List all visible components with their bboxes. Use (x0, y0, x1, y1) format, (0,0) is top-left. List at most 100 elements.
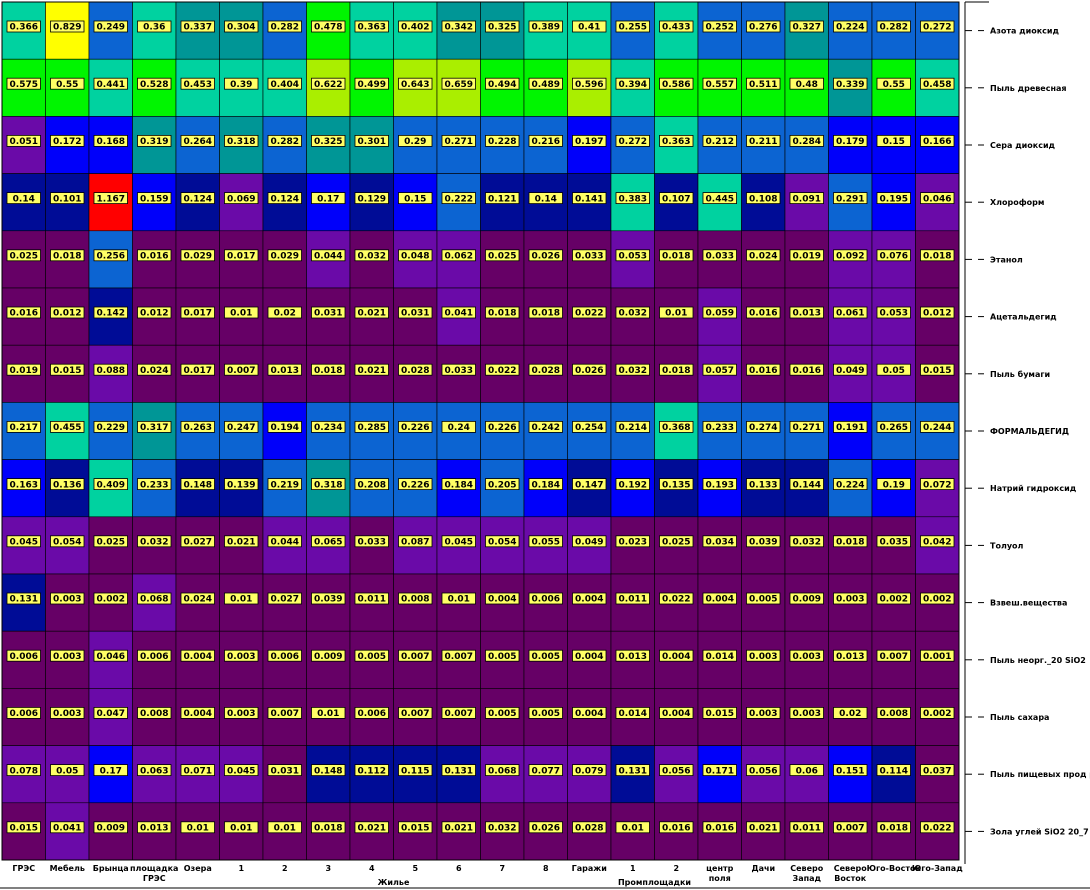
cell-value-box (224, 707, 259, 719)
cell-value-box (267, 821, 302, 834)
cell-value-label: 0.006 (140, 652, 168, 662)
cell-value-box (789, 192, 824, 205)
cell-value-label: 0.018 (53, 252, 81, 262)
cell-value-box (702, 764, 737, 776)
column-tick-label: 3 (325, 864, 331, 873)
cell-value-box (137, 306, 172, 319)
cell-value-label: 0.004 (575, 595, 603, 605)
cell-value-label: 0.511 (749, 80, 777, 90)
cell-value-box (441, 821, 476, 834)
cell-value-label: 0.056 (662, 766, 690, 776)
cell-value-label: 0.142 (97, 309, 125, 319)
cell-value-box (354, 192, 389, 205)
cell-value-box (702, 306, 737, 319)
cell-value-box (833, 306, 868, 319)
cell-value-box (528, 592, 563, 605)
cell-value-label: 0.478 (314, 23, 342, 33)
cell-value-box (572, 77, 607, 90)
cell-value-box (485, 306, 520, 319)
cell-value-label: 0.317 (140, 423, 168, 433)
cell-value-box (6, 707, 41, 719)
cell-value-label: 0.318 (227, 137, 255, 147)
cell-value-box (833, 363, 868, 376)
cell-value-label: 0.087 (401, 538, 429, 548)
cell-value-label: 0.014 (706, 652, 734, 662)
cell-value-label: 0.044 (271, 538, 299, 548)
cell-value-box (876, 192, 911, 205)
cell-value-box (311, 249, 346, 262)
cell-value-label: 0.159 (140, 194, 168, 204)
cell-value-box (833, 592, 868, 605)
cell-value-box (441, 134, 476, 147)
cell-value-label: 0.032 (140, 538, 168, 548)
cell-value-box (137, 192, 172, 205)
cell-value-label: 0.211 (749, 137, 777, 147)
cell-value-box (746, 592, 781, 605)
cell-value-box (50, 592, 85, 605)
row-tick-label: Ацетальдегид (990, 313, 1057, 322)
cell-value-label: 0.045 (227, 766, 255, 776)
cell-value-box (180, 420, 215, 433)
cell-value-box (398, 707, 433, 719)
cell-value-box (6, 363, 41, 376)
row-tick-label: Пыль древесная (990, 84, 1067, 93)
cell-value-box (180, 134, 215, 147)
cell-value-box (789, 134, 824, 147)
cell-value-label: 0.107 (662, 194, 690, 204)
cell-value-label: 0.004 (575, 652, 603, 662)
cell-value-label: 0.033 (445, 366, 473, 376)
cell-value-box (615, 707, 650, 719)
cell-value-box (920, 77, 955, 90)
cell-value-label: 0.027 (184, 538, 212, 548)
cell-value-label: 0.121 (488, 194, 516, 204)
cell-value-label: 0.234 (314, 423, 342, 433)
cell-value-box (93, 249, 128, 262)
cell-value-box (50, 134, 85, 147)
cell-value-box (572, 821, 607, 834)
cell-value-label: 0.208 (358, 480, 386, 490)
cell-value-label: 0.055 (532, 538, 560, 548)
cell-value-label: 0.005 (532, 709, 560, 719)
cell-value-box (572, 134, 607, 147)
cell-value-box (920, 420, 955, 433)
cell-value-box (137, 249, 172, 262)
cell-value-box (224, 592, 259, 605)
column-tick-label: поля (709, 874, 731, 883)
cell-value-label: 0.14 (535, 194, 557, 204)
cell-value-box (441, 249, 476, 262)
cell-value-label: 0.056 (749, 766, 777, 776)
cell-value-box (876, 306, 911, 319)
cell-value-label: 0.034 (706, 538, 734, 548)
cell-value-label: 0.024 (140, 366, 168, 376)
column-tick-label: Северо (834, 864, 868, 873)
cell-value-label: 0.147 (575, 480, 603, 490)
cell-value-label: 0.124 (271, 194, 299, 204)
cell-value-box (180, 535, 215, 548)
cell-value-box (572, 707, 607, 719)
column-tick-label: 8 (543, 864, 549, 873)
cell-value-label: 0.252 (706, 23, 734, 33)
cell-value-box (485, 77, 520, 90)
cell-value-label: 0.045 (10, 538, 38, 548)
cell-value-label: 0.271 (793, 423, 821, 433)
cell-value-label: 0.214 (619, 423, 647, 433)
cell-value-label: 0.622 (314, 80, 342, 90)
cell-value-label: 0.018 (880, 824, 908, 834)
cell-value-box (485, 363, 520, 376)
cell-value-label: 0.021 (227, 538, 255, 548)
cell-value-box (485, 535, 520, 548)
cell-value-box (137, 592, 172, 605)
cell-value-label: 0.021 (358, 366, 386, 376)
cell-value-box (659, 649, 694, 662)
cell-value-box (398, 134, 433, 147)
cell-value-label: 0.01 (665, 309, 687, 319)
row-tick-label: Азота диоксид (990, 27, 1059, 36)
cell-value-box (615, 134, 650, 147)
cell-value-box (224, 77, 259, 90)
cell-value-label: 0.059 (706, 309, 734, 319)
cell-value-box (528, 649, 563, 662)
cell-value-label: 0.021 (358, 824, 386, 834)
cell-value-label: 0.016 (662, 824, 690, 834)
cell-value-box (267, 306, 302, 319)
row-tick-label: Пыль бумаги (990, 369, 1050, 379)
